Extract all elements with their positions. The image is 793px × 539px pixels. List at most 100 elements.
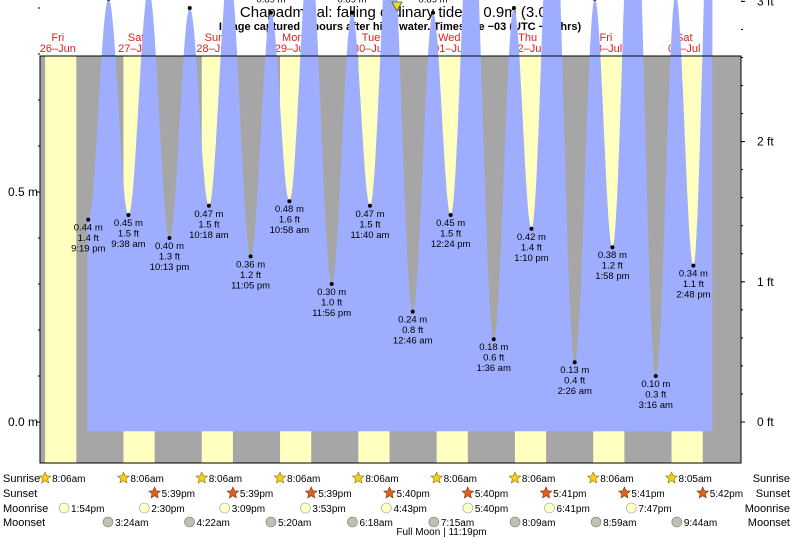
day-name: Thu: [518, 32, 537, 44]
sunrise-time: 8:06am: [52, 474, 85, 485]
tide-label: 0.90 m: [499, 0, 528, 1]
tide-label: 10:18 am: [189, 230, 229, 241]
sunset-time: 5:39pm: [318, 489, 351, 500]
moonset-time: 8:09am: [522, 518, 555, 529]
day-labels: Fri26–JunSat27–JunSun28–JunMon29–JunTue3…: [40, 32, 701, 55]
sunset-icon: [617, 486, 631, 499]
tide-label: 1.5 ft: [440, 229, 461, 240]
tide-label: 1.6 ft: [279, 215, 300, 226]
moonrise-time: 2:30pm: [151, 504, 184, 515]
sunset-icon: [226, 486, 240, 499]
axes: 1.5 m1.0 m0.5 m0.0 m5 ft4 ft3 ft2 ft1 ft…: [8, 0, 774, 464]
day-name: Tue: [362, 32, 381, 44]
tide-label: 1.0 ft: [321, 298, 342, 309]
sunrise-time: 8:06am: [444, 474, 477, 485]
tide-label: 0.10 m: [641, 379, 670, 390]
tide-label: 1.5 ft: [359, 219, 380, 230]
tide-label: 0.44 m: [74, 223, 103, 234]
moonrise-time: 6:41pm: [556, 504, 589, 515]
tide-label: 0.34 m: [679, 269, 708, 280]
low-tide-point: [410, 309, 415, 314]
moonset-icon: [347, 516, 358, 528]
sunset-icon: [383, 486, 396, 499]
sunrise-time: 8:06am: [600, 474, 633, 485]
tide-label: 1.1 ft: [683, 279, 704, 290]
day-name: Fri: [600, 32, 613, 44]
tide-label: 0.18 m: [479, 342, 508, 353]
tide-label: 0.47 m: [355, 209, 384, 220]
tide-label: 12:46 am: [393, 336, 433, 347]
moonset-icon: [509, 516, 521, 528]
sunset-icon: [148, 486, 162, 499]
high-tide-point: [268, 10, 273, 15]
tide-label: 1.2 ft: [240, 270, 261, 281]
moonset-time: 3:24am: [115, 518, 148, 529]
y-tick-label: 0.0 m: [8, 415, 38, 429]
tide-label: 9:38 am: [111, 239, 145, 250]
tide-label: 0.47 m: [194, 209, 223, 220]
tide-label: 0.45 m: [114, 218, 143, 229]
tide-label: 0.89 m: [337, 0, 366, 6]
day-date: 26–Jun: [40, 43, 76, 55]
moonrise-icon: [626, 502, 637, 514]
high-tide-point: [431, 10, 436, 15]
tide-label: 1:36 am: [477, 363, 511, 374]
low-tide-point: [287, 199, 292, 204]
tide-label: 1:10 pm: [514, 253, 548, 264]
sunset-icon: [461, 486, 475, 499]
moonset-icon: [102, 516, 114, 528]
day-name: Sat: [128, 32, 145, 44]
tide-label: 1.3 ft: [159, 252, 180, 263]
low-tide-point: [126, 213, 131, 217]
sunset-time: 5:39pm: [240, 489, 273, 500]
moonset-icon: [590, 516, 602, 528]
tide-label: 0.89 m: [256, 0, 285, 6]
tide-area: [87, 0, 713, 432]
sunrise-time: 8:05am: [679, 474, 712, 485]
sunrise-icon: [665, 471, 678, 484]
moonset-icon: [671, 516, 683, 528]
low-tide-point: [329, 282, 334, 286]
y2-tick-label: 3 ft: [757, 0, 774, 8]
low-tide-point: [529, 226, 534, 231]
row-label-left: Sunrise: [3, 473, 40, 485]
tide-label: 0.3 ft: [645, 390, 666, 401]
sunrise-icon: [38, 471, 52, 484]
moonset-time: 4:22am: [197, 518, 230, 529]
moonset-icon: [265, 516, 277, 528]
sunrise-icon: [351, 471, 365, 484]
chart-title: Chapadmalal: falling ordinary tide at 0.…: [240, 4, 560, 21]
sunset-time: 5:40pm: [475, 489, 508, 500]
moon-phase-label: Full Moon | 11:19pm: [396, 527, 486, 538]
sunrise-time: 8:06am: [209, 474, 242, 485]
sunrise-time: 8:06am: [522, 474, 555, 485]
tide-label: 0.36 m: [236, 259, 265, 270]
moonset-time: 9:44am: [684, 518, 717, 529]
high-tide-point: [511, 6, 516, 10]
tide-label: 10:58 am: [270, 225, 310, 236]
tide-label: 1:58 pm: [595, 271, 629, 282]
sunrise-icon: [116, 471, 130, 484]
row-label-right: Sunset: [756, 488, 790, 500]
almanac: Sunrise Sunrise Sunset Sunset Moonrise Moonri…: [3, 471, 790, 538]
moonset-time: 8:59am: [603, 518, 636, 529]
moonset-time: 7:15am: [441, 518, 474, 529]
tide-label: 0.89 m: [419, 0, 448, 6]
y2-tick-label: 0 ft: [757, 415, 774, 429]
tide-label: 3:16 am: [639, 400, 673, 411]
moonrise-icon: [462, 502, 474, 514]
plot-area: 0.44 m1.4 ft9:19 pm3:32am3.0 ft0.92 m0.4…: [40, 0, 741, 463]
sunrise-icon: [586, 471, 600, 484]
tide-label: 12:24 pm: [431, 239, 471, 250]
tide-label: 0.38 m: [598, 250, 627, 261]
low-tide-point: [691, 263, 696, 268]
tide-label: 10:13 pm: [150, 262, 190, 273]
moonrise-time: 1:54pm: [71, 504, 104, 515]
tide-label: 0.4 ft: [564, 376, 585, 387]
sunset-time: 5:41pm: [631, 489, 664, 500]
sunset-icon: [696, 486, 710, 499]
moonrise-time: 7:47pm: [638, 504, 671, 515]
plot-frame: [39, 55, 742, 464]
moonrise-time: 3:53pm: [312, 504, 345, 515]
